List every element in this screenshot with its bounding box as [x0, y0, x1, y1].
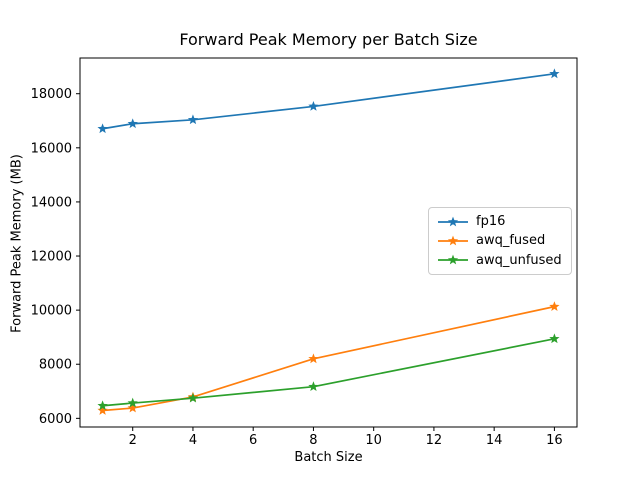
- x-tick-label: 10: [365, 433, 382, 448]
- x-tick-label: 12: [426, 433, 443, 448]
- star-marker: [308, 101, 319, 111]
- y-tick-label: 18000: [31, 87, 72, 102]
- x-tick-label: 16: [546, 433, 563, 448]
- legend-entry-awq-fused: awq_fused: [437, 232, 563, 250]
- star-marker: [187, 114, 199, 125]
- line-star-swatch: [438, 216, 468, 227]
- star-marker: [127, 397, 138, 408]
- star-marker: [187, 392, 199, 403]
- x-tick-label: 4: [189, 433, 197, 448]
- series-line-awq_unfused: [101, 337, 556, 407]
- x-tick-label: 8: [309, 433, 317, 448]
- legend-label: fp16: [476, 214, 506, 230]
- star-marker: [97, 123, 108, 134]
- series-markers-awq_unfused: [97, 333, 560, 411]
- x-tick-label: 14: [486, 433, 503, 448]
- legend-entry-fp16: fp16: [437, 213, 563, 231]
- legend: fp16 awq_fused awq_unfused: [428, 207, 572, 275]
- swatch-star: [447, 235, 459, 246]
- legend-label: awq_unfused: [476, 252, 562, 268]
- star-marker: [97, 400, 108, 411]
- star-marker: [549, 68, 560, 79]
- y-tick-label: 12000: [31, 250, 72, 265]
- y-tick-label: 10000: [31, 304, 72, 319]
- star-marker: [549, 333, 560, 344]
- axes-spines: [79, 57, 578, 428]
- x-tick-label: 6: [249, 433, 257, 448]
- series-markers-awq_fused: [97, 301, 560, 415]
- series-markers-fp16: [97, 68, 560, 134]
- star-marker: [308, 381, 319, 392]
- star-marker: [308, 353, 319, 364]
- swatch-star: [447, 216, 459, 227]
- x-axis-ticks: 2 4 6 8 10 12 14 16: [129, 427, 563, 448]
- y-tick-label: 8000: [39, 358, 72, 373]
- x-axis-label: Batch Size: [294, 450, 363, 465]
- swatch-star: [447, 254, 459, 265]
- star-marker: [127, 118, 138, 129]
- y-tick-label: 16000: [31, 141, 72, 156]
- y-tick-label: 6000: [39, 412, 72, 427]
- y-axis-ticks: 6000 8000 10000 12000 14000 16000 18000: [31, 87, 80, 427]
- series-line-fp16: [101, 72, 556, 130]
- chart-title: Forward Peak Memory per Batch Size: [179, 30, 478, 49]
- star-marker: [127, 402, 138, 413]
- x-tick-label: 2: [129, 433, 137, 448]
- star-marker: [97, 405, 108, 415]
- legend-entry-awq-unfused: awq_unfused: [437, 251, 563, 269]
- y-tick-label: 14000: [31, 195, 72, 210]
- line-star-swatch: [438, 235, 468, 246]
- line-star-swatch: [438, 254, 468, 265]
- legend-label: awq_fused: [476, 233, 546, 249]
- series-line-awq_fused: [101, 305, 556, 412]
- star-marker: [549, 301, 560, 311]
